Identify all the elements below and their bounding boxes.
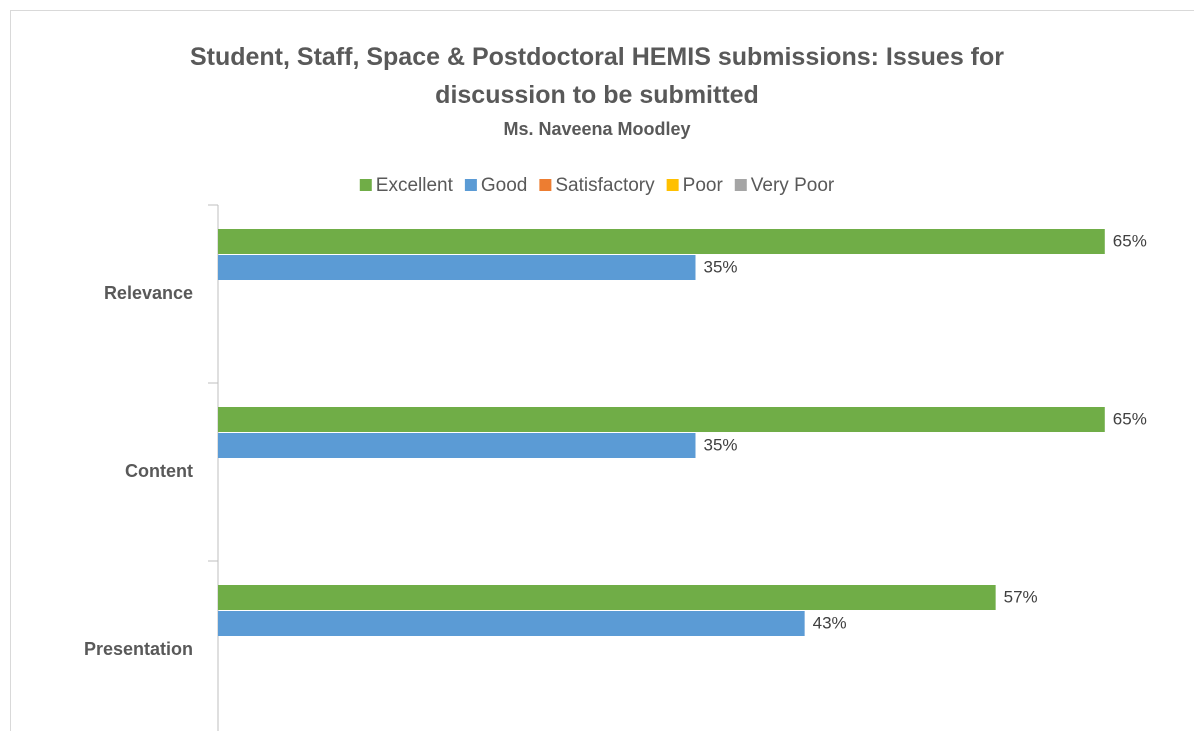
- legend-swatch: [539, 179, 552, 191]
- chart-title: Student, Staff, Space & Postdoctoral HEM…: [189, 43, 1005, 109]
- bar: [218, 407, 1105, 432]
- legend-swatch: [666, 179, 679, 191]
- data-label: 43%: [813, 613, 847, 632]
- data-label: 57%: [1004, 587, 1038, 606]
- bar: [218, 611, 805, 636]
- legend-label: Excellent: [376, 175, 454, 196]
- bar: [218, 255, 696, 280]
- y-tick-label: Content: [125, 461, 193, 481]
- data-label: 35%: [704, 257, 738, 276]
- bar: [218, 433, 696, 458]
- data-label: 65%: [1113, 409, 1147, 428]
- legend-label: Good: [481, 175, 527, 196]
- legend-swatch: [464, 179, 477, 191]
- legend-swatch: [359, 179, 372, 191]
- legend-label: Very Poor: [751, 175, 835, 196]
- data-label: 35%: [704, 435, 738, 454]
- y-tick-label: Presentation: [84, 639, 193, 659]
- legend-label: Satisfactory: [555, 175, 655, 196]
- legend-label: Poor: [683, 175, 724, 196]
- legend-swatch: [734, 179, 747, 191]
- bar: [218, 585, 996, 610]
- data-label: 65%: [1113, 231, 1147, 250]
- bar: [218, 229, 1105, 254]
- y-tick-label: Relevance: [104, 283, 193, 303]
- chart-subtitle: Ms. Naveena Moodley: [503, 119, 690, 139]
- chart-border: [10, 10, 1194, 731]
